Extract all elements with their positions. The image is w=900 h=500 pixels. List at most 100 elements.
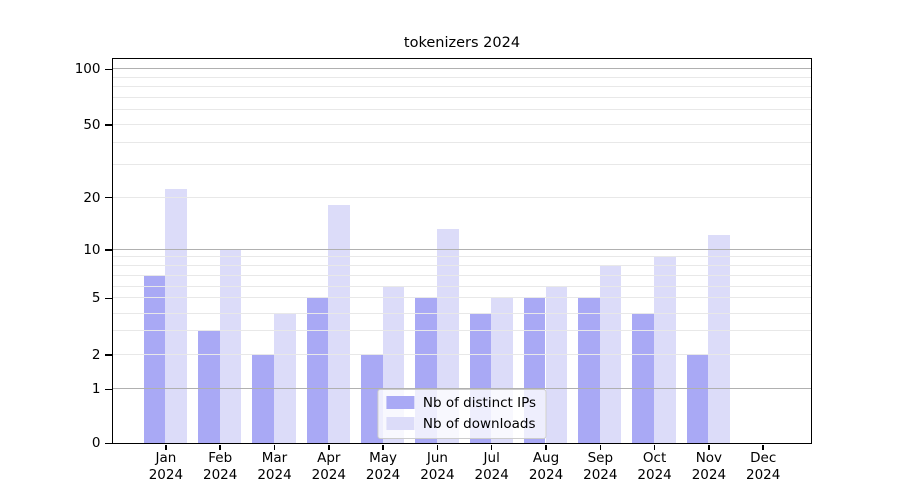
x-tick-year: 2024 bbox=[691, 466, 727, 483]
minor-gridline-4 bbox=[112, 313, 811, 315]
x-tick-mark-jan bbox=[165, 444, 167, 450]
x-tick-label-sep: Sep 2024 bbox=[568, 450, 632, 483]
x-tick-month: Apr bbox=[317, 450, 341, 467]
minor-gridline-20 bbox=[112, 196, 811, 198]
y-tick-label-0: 0 bbox=[91, 435, 101, 452]
legend: Nb of distinct IPs Nb of downloads bbox=[376, 388, 547, 439]
plot-area: Nb of distinct IPs Nb of downloads bbox=[111, 57, 812, 444]
bar-distinct-ips-feb bbox=[198, 330, 220, 443]
y-tick-label-1: 1 bbox=[91, 381, 101, 398]
minor-gridline-40 bbox=[112, 141, 811, 143]
y-tick-mark-100 bbox=[104, 68, 112, 71]
x-tick-month: May bbox=[369, 450, 398, 467]
minor-gridline-3 bbox=[112, 329, 811, 331]
bar-downloads-oct bbox=[654, 256, 676, 443]
x-tick-mark-apr bbox=[328, 444, 330, 450]
x-tick-mark-nov bbox=[708, 444, 710, 450]
x-tick-month: Jun bbox=[426, 450, 448, 467]
x-tick-month: Sep bbox=[587, 450, 614, 467]
gridlines-layer bbox=[112, 59, 811, 443]
x-tick-mark-oct bbox=[653, 444, 656, 450]
x-tick-year: 2024 bbox=[311, 466, 346, 483]
y-tick-mark-50 bbox=[104, 124, 112, 126]
legend-swatch-distinct-ips bbox=[385, 396, 414, 410]
legend-label-downloads: Nb of downloads bbox=[422, 415, 536, 432]
x-tick-month: Feb bbox=[208, 450, 233, 467]
x-tick-mark-mar bbox=[273, 444, 276, 450]
minor-gridline-7 bbox=[112, 274, 811, 276]
x-tick-month: Nov bbox=[695, 450, 723, 467]
bar-distinct-ips-sep bbox=[578, 297, 600, 443]
y-tick-label-100: 100 bbox=[74, 61, 101, 78]
x-tick-year: 2024 bbox=[257, 466, 292, 483]
y-tick-mark-1 bbox=[104, 388, 112, 391]
x-tick-year: 2024 bbox=[583, 466, 618, 483]
chart-title: tokenizers 2024 bbox=[403, 35, 521, 51]
x-tick-month: Oct bbox=[642, 450, 667, 467]
bar-distinct-ips-jan bbox=[143, 275, 166, 443]
x-tick-year: 2024 bbox=[148, 466, 184, 483]
y-tick-label-20: 20 bbox=[83, 189, 101, 206]
x-tick-label-jun: Jun 2024 bbox=[405, 450, 469, 483]
x-tick-month: Jul bbox=[483, 450, 500, 467]
minor-gridline-80 bbox=[112, 86, 811, 88]
x-tick-year: 2024 bbox=[637, 466, 672, 483]
x-tick-year: 2024 bbox=[746, 466, 781, 483]
minor-gridline-6 bbox=[112, 286, 811, 288]
minor-gridline-50 bbox=[112, 123, 811, 125]
minor-gridline-30 bbox=[112, 164, 811, 166]
legend-swatch-downloads bbox=[385, 417, 414, 431]
x-tick-month: Dec bbox=[750, 450, 777, 467]
y-tick-label-10: 10 bbox=[83, 242, 101, 258]
major-gridline-10 bbox=[112, 248, 811, 250]
x-tick-year: 2024 bbox=[474, 466, 509, 483]
y-tick-label-2: 2 bbox=[91, 347, 101, 363]
x-tick-mark-aug bbox=[545, 444, 547, 450]
x-tick-label-dec: Dec 2024 bbox=[731, 450, 795, 483]
x-tick-year: 2024 bbox=[203, 466, 238, 483]
x-tick-label-jul: Jul 2024 bbox=[460, 450, 524, 483]
y-tick-mark-20 bbox=[104, 196, 112, 199]
x-tick-label-oct: Oct 2024 bbox=[623, 450, 687, 483]
minor-gridline-8 bbox=[112, 264, 811, 266]
legend-label-distinct-ips: Nb of distinct IPs bbox=[422, 394, 537, 411]
y-tick-mark-5 bbox=[104, 297, 112, 300]
bar-downloads-nov bbox=[708, 235, 731, 443]
x-tick-month: Jan bbox=[155, 450, 177, 467]
bar-distinct-ips-apr bbox=[306, 297, 329, 443]
x-tick-label-may: May 2024 bbox=[351, 450, 415, 483]
x-tick-mark-feb bbox=[219, 444, 221, 450]
minor-gridline-60 bbox=[112, 109, 811, 111]
x-tick-label-jan: Jan 2024 bbox=[134, 450, 198, 483]
legend-item-downloads: Nb of downloads bbox=[385, 415, 536, 432]
x-tick-label-mar: Mar 2024 bbox=[243, 450, 307, 483]
minor-gridline-5 bbox=[112, 297, 811, 299]
y-tick-label-50: 50 bbox=[83, 117, 101, 133]
x-tick-label-feb: Feb 2024 bbox=[188, 450, 252, 483]
x-tick-mark-dec bbox=[762, 444, 764, 450]
x-tick-month: Mar bbox=[261, 450, 288, 467]
x-tick-year: 2024 bbox=[420, 466, 455, 483]
x-tick-label-nov: Nov 2024 bbox=[677, 450, 741, 483]
x-tick-year: 2024 bbox=[365, 466, 401, 483]
y-tick-label-5: 5 bbox=[91, 290, 101, 307]
minor-gridline-90 bbox=[112, 76, 811, 78]
x-tick-year: 2024 bbox=[528, 466, 564, 483]
bar-distinct-ips-mar bbox=[252, 354, 274, 443]
bar-distinct-ips-oct bbox=[632, 313, 655, 443]
minor-gridline-70 bbox=[112, 96, 811, 98]
legend-item-distinct-ips: Nb of distinct IPs bbox=[385, 394, 537, 411]
bar-downloads-jan bbox=[165, 188, 188, 443]
y-tick-mark-0 bbox=[104, 442, 112, 445]
minor-gridline-2 bbox=[112, 353, 811, 355]
x-tick-label-apr: Apr 2024 bbox=[297, 450, 361, 483]
bar-distinct-ips-nov bbox=[686, 354, 709, 443]
y-tick-mark-10 bbox=[104, 249, 112, 251]
x-tick-mark-sep bbox=[599, 444, 602, 450]
x-tick-mark-may bbox=[382, 444, 384, 450]
minor-gridline-9 bbox=[112, 256, 811, 258]
major-gridline-100 bbox=[112, 68, 811, 70]
bar-downloads-aug bbox=[545, 286, 568, 443]
x-tick-mark-jul bbox=[490, 444, 493, 450]
